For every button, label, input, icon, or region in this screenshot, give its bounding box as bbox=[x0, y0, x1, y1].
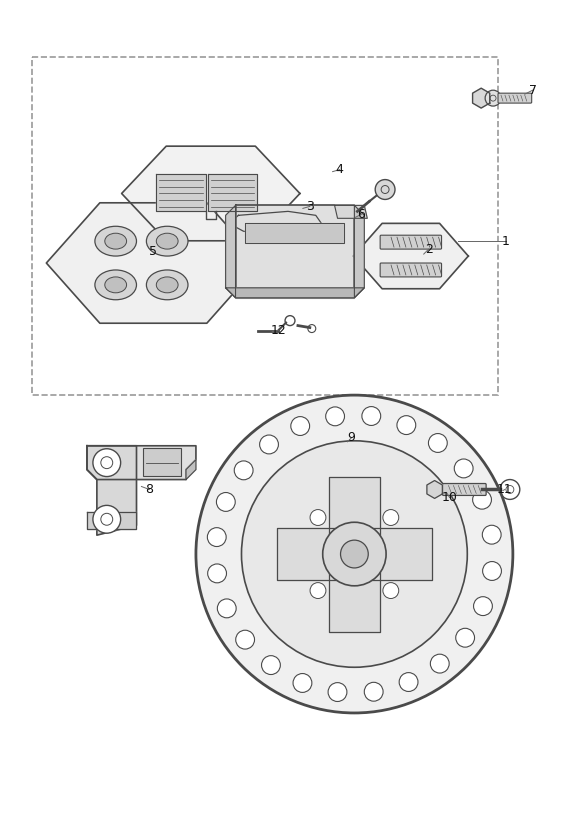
Circle shape bbox=[430, 654, 449, 673]
Polygon shape bbox=[277, 528, 354, 580]
Text: 9: 9 bbox=[347, 431, 356, 444]
Text: 5: 5 bbox=[149, 245, 157, 258]
FancyBboxPatch shape bbox=[380, 235, 441, 249]
Circle shape bbox=[262, 656, 280, 675]
Polygon shape bbox=[353, 223, 468, 288]
FancyBboxPatch shape bbox=[143, 447, 181, 475]
Ellipse shape bbox=[105, 277, 127, 293]
Polygon shape bbox=[329, 476, 380, 554]
Ellipse shape bbox=[95, 227, 136, 256]
FancyBboxPatch shape bbox=[442, 484, 486, 495]
Text: 4: 4 bbox=[336, 163, 343, 176]
Circle shape bbox=[208, 564, 226, 583]
Polygon shape bbox=[208, 174, 257, 212]
Ellipse shape bbox=[146, 227, 188, 256]
Polygon shape bbox=[87, 446, 136, 535]
Circle shape bbox=[362, 406, 381, 425]
Polygon shape bbox=[47, 203, 260, 323]
Ellipse shape bbox=[105, 233, 127, 249]
Circle shape bbox=[234, 461, 253, 480]
FancyBboxPatch shape bbox=[498, 93, 532, 103]
Text: 11: 11 bbox=[497, 483, 513, 496]
Circle shape bbox=[310, 509, 326, 526]
Circle shape bbox=[364, 682, 383, 701]
Ellipse shape bbox=[156, 277, 178, 293]
Circle shape bbox=[93, 505, 121, 533]
Polygon shape bbox=[87, 513, 136, 529]
Circle shape bbox=[454, 459, 473, 478]
Circle shape bbox=[456, 628, 475, 647]
Text: 7: 7 bbox=[529, 84, 537, 96]
Circle shape bbox=[323, 522, 386, 586]
Polygon shape bbox=[329, 554, 380, 631]
Circle shape bbox=[473, 490, 491, 509]
Circle shape bbox=[485, 90, 501, 106]
Circle shape bbox=[291, 417, 310, 435]
Polygon shape bbox=[245, 223, 345, 243]
Circle shape bbox=[340, 540, 368, 568]
Polygon shape bbox=[226, 288, 364, 297]
Circle shape bbox=[399, 672, 418, 691]
Circle shape bbox=[326, 407, 345, 426]
Polygon shape bbox=[335, 205, 367, 218]
Circle shape bbox=[375, 180, 395, 199]
Circle shape bbox=[383, 509, 399, 526]
Text: 6: 6 bbox=[357, 208, 366, 221]
Circle shape bbox=[217, 599, 236, 618]
Polygon shape bbox=[473, 88, 490, 108]
Circle shape bbox=[383, 583, 399, 598]
Polygon shape bbox=[156, 174, 206, 212]
Circle shape bbox=[473, 597, 493, 616]
Polygon shape bbox=[354, 528, 431, 580]
Circle shape bbox=[328, 682, 347, 701]
Text: 2: 2 bbox=[425, 242, 433, 255]
Ellipse shape bbox=[95, 270, 136, 300]
Circle shape bbox=[310, 583, 326, 598]
Circle shape bbox=[429, 433, 447, 452]
Text: 1: 1 bbox=[502, 235, 510, 248]
Circle shape bbox=[208, 527, 226, 546]
Circle shape bbox=[259, 435, 279, 454]
Polygon shape bbox=[229, 212, 323, 235]
Polygon shape bbox=[236, 205, 354, 297]
Polygon shape bbox=[122, 146, 300, 241]
Ellipse shape bbox=[146, 270, 188, 300]
Circle shape bbox=[216, 493, 235, 512]
Circle shape bbox=[236, 630, 255, 649]
Circle shape bbox=[293, 673, 312, 692]
Circle shape bbox=[482, 525, 501, 544]
Ellipse shape bbox=[156, 233, 178, 249]
Circle shape bbox=[483, 561, 501, 580]
Polygon shape bbox=[226, 205, 236, 297]
Text: 12: 12 bbox=[271, 324, 286, 337]
Text: 3: 3 bbox=[306, 200, 314, 213]
Circle shape bbox=[397, 415, 416, 434]
Ellipse shape bbox=[196, 396, 513, 713]
Bar bbox=[33, 58, 498, 396]
Text: 8: 8 bbox=[145, 483, 153, 496]
Polygon shape bbox=[186, 460, 196, 480]
Polygon shape bbox=[354, 205, 364, 297]
Circle shape bbox=[241, 441, 468, 667]
Polygon shape bbox=[427, 480, 442, 499]
Circle shape bbox=[93, 449, 121, 476]
Polygon shape bbox=[87, 446, 196, 480]
Text: 10: 10 bbox=[441, 491, 458, 504]
FancyBboxPatch shape bbox=[380, 263, 441, 277]
